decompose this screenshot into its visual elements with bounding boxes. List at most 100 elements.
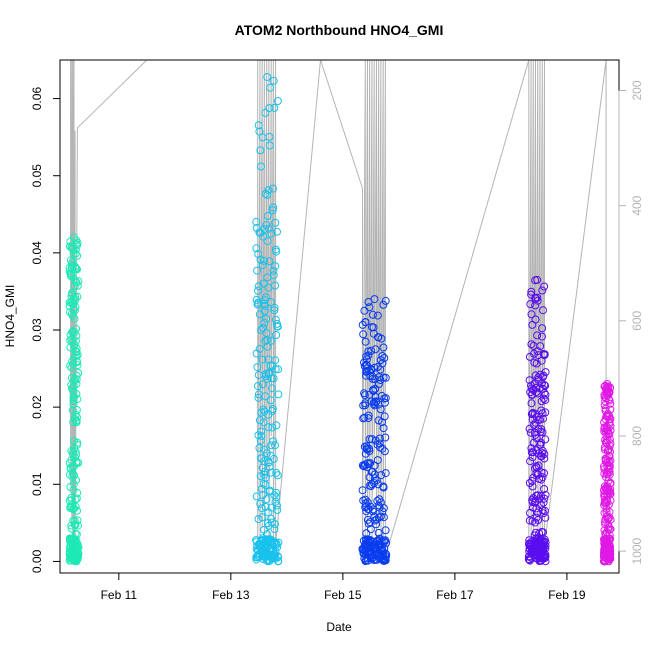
data-point [74, 277, 83, 286]
data-point [258, 463, 267, 472]
data-point [524, 555, 533, 564]
data-point [268, 206, 277, 215]
data-point [372, 397, 381, 406]
data-point [536, 342, 545, 351]
data-point [359, 330, 368, 339]
data-point [261, 108, 270, 117]
data-point [72, 375, 81, 384]
data-point [527, 399, 536, 408]
data-point [535, 474, 543, 483]
data-point [378, 352, 387, 360]
data-point [527, 340, 536, 349]
data-point [538, 428, 547, 437]
data-point [382, 538, 391, 547]
data-point [533, 296, 542, 305]
data-point [541, 435, 550, 444]
data-point [270, 491, 279, 500]
data-point [373, 311, 382, 320]
data-point [359, 414, 368, 423]
data-point [378, 551, 387, 560]
data-point [253, 382, 262, 391]
series-3 [358, 295, 391, 566]
data-point [528, 390, 537, 399]
data-point [256, 499, 265, 508]
data-point [271, 365, 280, 374]
data-point [254, 515, 263, 523]
data-point [73, 438, 82, 447]
data-point [68, 357, 77, 365]
data-point [601, 397, 610, 406]
data-point [368, 310, 377, 319]
data-point [267, 374, 276, 383]
data-point [254, 121, 263, 130]
data-point [362, 360, 371, 369]
data-point [602, 439, 611, 447]
data-point [264, 283, 273, 292]
y-axis: 0.00 0.01 0.02 0.03 0.04 0.05 0.06 [30, 87, 61, 573]
data-point [540, 282, 549, 291]
data-point [72, 549, 81, 557]
data-point [604, 523, 613, 532]
data-point [371, 436, 380, 445]
data-point [368, 323, 376, 332]
data-point [269, 184, 278, 193]
data-point [526, 509, 534, 517]
data-point [260, 306, 269, 315]
data-point [600, 509, 609, 518]
data-point [256, 472, 265, 481]
data-point [539, 547, 548, 556]
data-point [273, 506, 282, 514]
data-point [67, 263, 76, 272]
data-point [264, 508, 273, 517]
data-point [538, 324, 547, 333]
data-point [531, 371, 540, 380]
data-point [257, 162, 265, 171]
x-tick-label: Feb 13 [212, 588, 250, 602]
data-point [601, 540, 610, 548]
data-point [65, 302, 74, 311]
data-point [605, 508, 614, 516]
y-tick-label: 0.03 [30, 318, 44, 342]
data-point [71, 521, 80, 529]
data-point [379, 424, 388, 433]
data-point [271, 315, 280, 324]
data-point [537, 452, 546, 461]
data-point [359, 536, 368, 545]
data-point [358, 545, 367, 554]
data-point [66, 536, 74, 545]
data-point [259, 256, 268, 265]
data-point [379, 343, 388, 352]
data-point [526, 428, 535, 437]
data-point [369, 387, 378, 395]
data-point [604, 486, 613, 495]
data-point [361, 318, 370, 327]
data-point [525, 544, 534, 553]
data-point [69, 551, 78, 560]
data-point [70, 340, 79, 349]
data-point [367, 482, 376, 491]
data-point [599, 557, 608, 566]
data-point [68, 500, 77, 509]
y-tick-label: 0.02 [30, 395, 44, 419]
data-point [256, 146, 265, 155]
data-point [362, 371, 370, 380]
y-tick-label: 0.04 [30, 241, 44, 265]
data-point [69, 418, 78, 427]
data-point [358, 320, 367, 329]
data-point [378, 418, 386, 427]
data-point [72, 278, 81, 287]
data-point [600, 535, 609, 543]
data-point [528, 496, 537, 505]
data-point [603, 446, 612, 455]
data-point [367, 550, 376, 559]
data-point [533, 275, 542, 284]
data-point [378, 444, 387, 453]
data-point [366, 372, 375, 381]
data-point [603, 409, 612, 418]
data-point [530, 358, 539, 367]
data-point [605, 452, 614, 461]
data-point [68, 258, 77, 267]
data-point [374, 528, 383, 537]
data-point [362, 355, 371, 364]
data-point [261, 293, 270, 302]
